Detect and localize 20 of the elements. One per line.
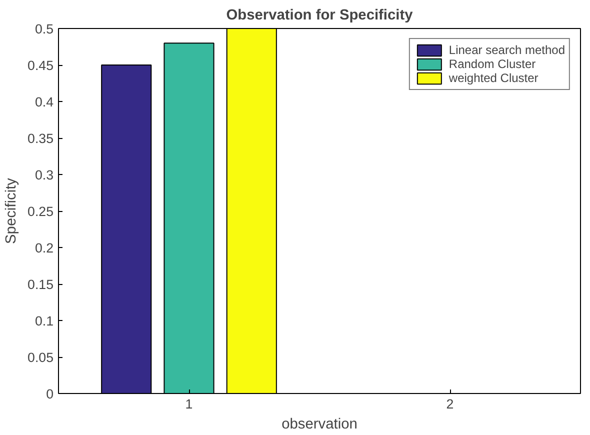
y-tick-label: 0.1 — [34, 314, 54, 328]
y-tick-label: 0.45 — [28, 58, 54, 73]
y-tick-label: 0.2 — [34, 240, 54, 256]
y-tick-label: 0.25 — [28, 204, 54, 219]
y-tick-label: 0.35 — [28, 131, 54, 146]
chart-title: Observation for Specificity — [226, 8, 414, 24]
legend-label: Random Cluster — [448, 57, 536, 71]
x-tick-label: 1 — [185, 396, 193, 412]
legend-label: Linear search method — [448, 43, 565, 57]
y-tick-label: 0.3 — [34, 168, 54, 182]
bar — [101, 64, 152, 394]
legend-label: weighted Cluster — [448, 71, 538, 85]
y-tick-label: 0.15 — [28, 277, 54, 292]
y-tick-label: 0.5 — [34, 22, 54, 36]
y-tick-label: 0 — [46, 386, 54, 402]
x-axis-title: observation — [282, 416, 358, 432]
y-tick-label: 0.05 — [28, 350, 54, 365]
y-tick-label: 0.4 — [34, 94, 54, 110]
y-axis-title: Specificity — [4, 177, 20, 244]
x-tick-label: 2 — [446, 396, 454, 412]
